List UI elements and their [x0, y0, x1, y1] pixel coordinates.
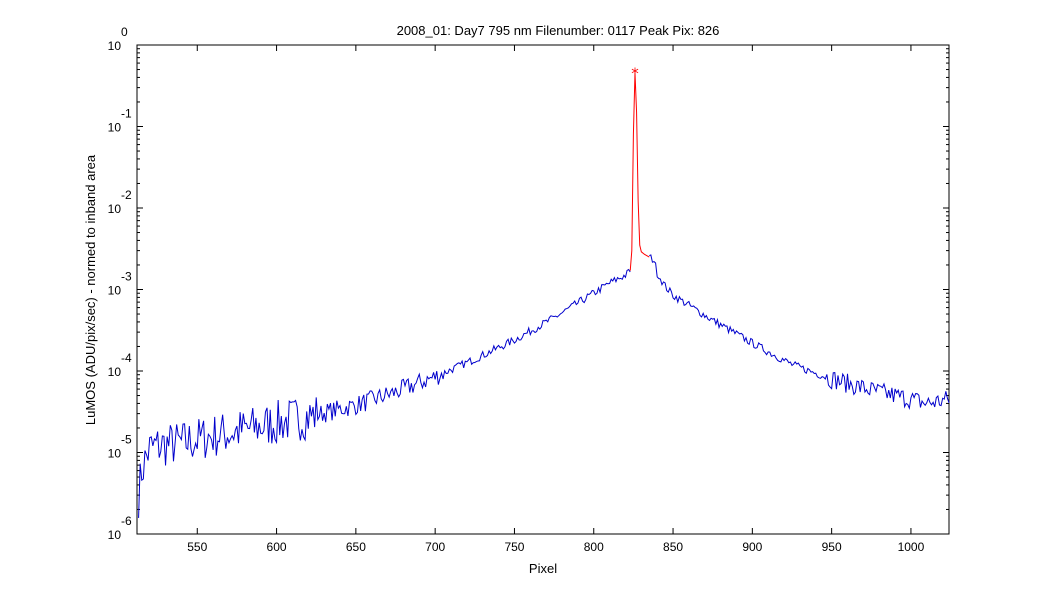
y-tick-label-exponent: 0 — [121, 25, 128, 39]
series-line-out-of-band-right — [649, 254, 950, 411]
y-tick-label-base: 10 — [108, 202, 122, 216]
y-tick-label-base: 10 — [108, 447, 122, 461]
x-tick-label: 800 — [584, 540, 604, 554]
y-tick-label-base: 10 — [108, 39, 122, 53]
series-line-inband — [629, 72, 650, 271]
x-axis: 550 600 650 700 750 800 850 900 950 1000 — [187, 45, 925, 554]
x-tick-label: 900 — [742, 540, 762, 554]
y-tick-label-exponent: -1 — [121, 107, 132, 121]
x-tick-label: 750 — [504, 540, 524, 554]
y-tick-label-exponent: -5 — [121, 433, 132, 447]
x-tick-label: 600 — [267, 540, 287, 554]
series-line-out-of-band-left — [138, 268, 631, 518]
marker-layer: * — [631, 64, 639, 82]
peak-marker: * — [631, 64, 639, 82]
y-tick-label-exponent: -3 — [121, 270, 132, 284]
x-tick-label: 950 — [822, 540, 842, 554]
y-tick-label-base: 10 — [108, 284, 122, 298]
y-tick-label-base: 10 — [108, 121, 122, 135]
y-tick-label-base: 10 — [108, 528, 122, 542]
chart-title: 2008_01: Day7 795 nm Filenumber: 0117 Pe… — [397, 23, 720, 38]
x-tick-label: 550 — [187, 540, 207, 554]
x-tick-label: 650 — [346, 540, 366, 554]
y-axis-label: LuMOS (ADU/pix/sec) - normed to inband a… — [83, 154, 98, 425]
x-axis-label: Pixel — [529, 561, 557, 576]
series-layer — [138, 72, 950, 518]
y-tick-label-exponent: -4 — [121, 351, 132, 365]
x-tick-label: 850 — [663, 540, 683, 554]
y-tick-label-base: 10 — [108, 365, 122, 379]
x-tick-label: 1000 — [898, 540, 925, 554]
y-tick-label-exponent: -6 — [121, 514, 132, 528]
y-tick-label-exponent: -2 — [121, 188, 132, 202]
x-tick-label: 700 — [425, 540, 445, 554]
plot-area — [136, 44, 950, 535]
